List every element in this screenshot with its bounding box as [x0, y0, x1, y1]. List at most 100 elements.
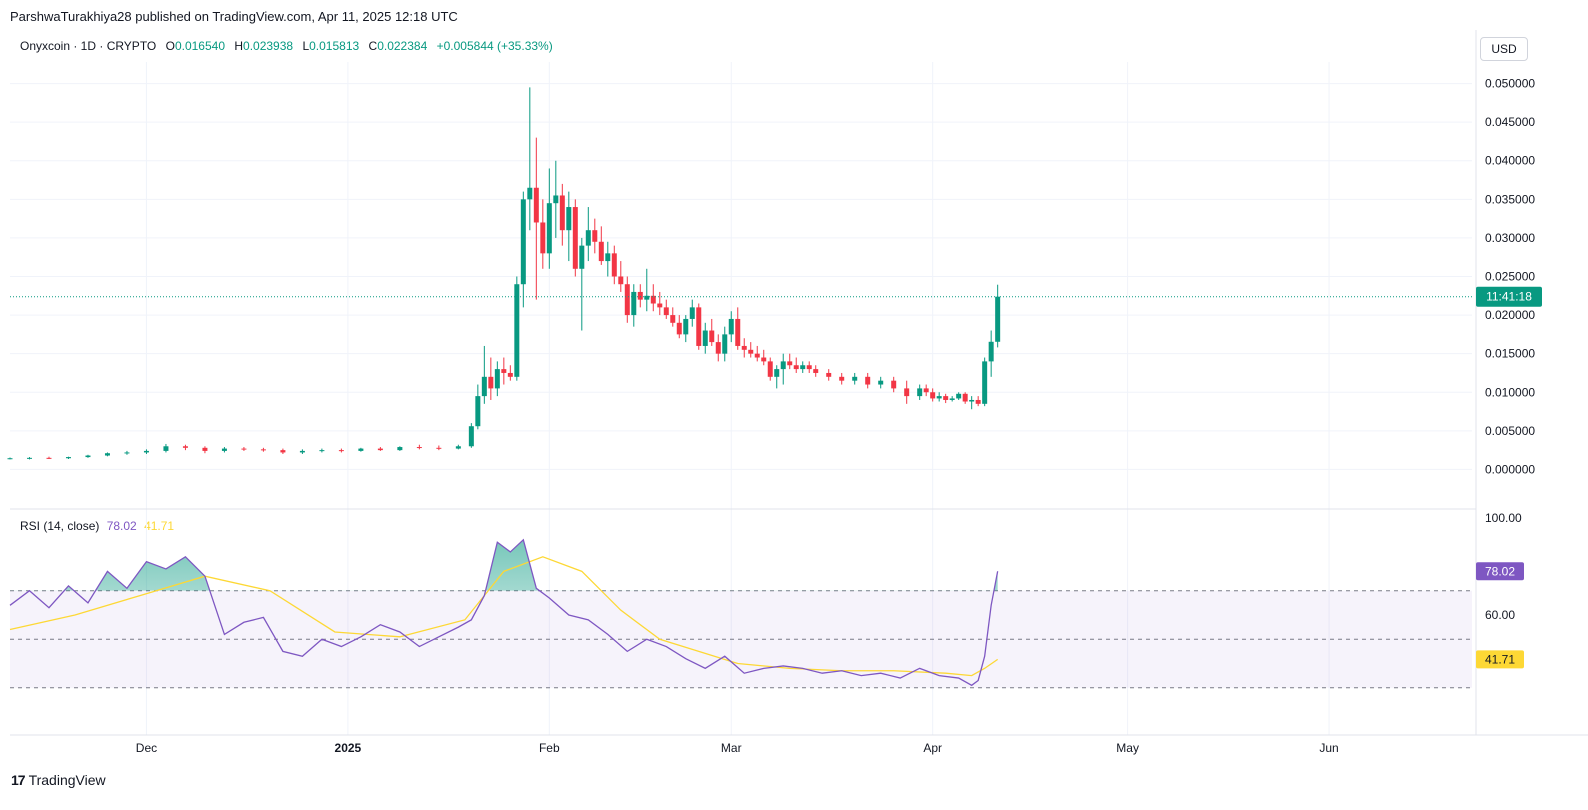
candle-body — [735, 318, 741, 346]
candle-body — [839, 376, 845, 381]
candle-body — [585, 230, 591, 246]
time-tick-label: Mar — [721, 741, 742, 755]
rsi-overbought-fill — [10, 539, 998, 591]
candle-body — [631, 291, 637, 316]
candle-body — [546, 203, 552, 254]
candle-body — [299, 450, 305, 453]
candle-body — [982, 361, 988, 404]
close-label: C — [368, 39, 378, 53]
rsi-label[interactable]: RSI (14, close) — [20, 519, 100, 533]
rsi-ma-value: 41.71 — [144, 519, 175, 533]
tradingview-brand[interactable]: 17 TradingView — [11, 772, 106, 788]
time-tick-label: Dec — [136, 741, 157, 755]
candle-body — [774, 369, 780, 377]
rsi-ma-badge-text: 41.71 — [1485, 652, 1515, 666]
candle-body — [241, 448, 247, 450]
candle-body — [7, 458, 13, 460]
price-tick-label: 0.005000 — [1485, 424, 1535, 438]
candle-body — [65, 457, 71, 459]
symbol-name[interactable]: Onyxcoin · 1D · CRYPTO — [20, 39, 157, 53]
candle-body — [761, 357, 767, 362]
candle-body — [956, 393, 962, 399]
candle-body — [221, 448, 227, 451]
high-value: 0.023938 — [243, 39, 294, 53]
price-tick-label: 0.010000 — [1485, 385, 1535, 399]
rsi-ma-badge — [1476, 650, 1524, 669]
candle-body — [702, 330, 708, 346]
candle-body — [501, 369, 507, 373]
symbol-legend: Onyxcoin · 1D · CRYPTO O0.016540 H0.0239… — [20, 39, 553, 53]
candle-body — [670, 315, 676, 323]
published-line: ParshwaTurakhiya28 published on TradingV… — [10, 9, 458, 24]
candle-body — [754, 353, 760, 358]
candle-body — [793, 365, 799, 370]
rsi-legend: RSI (14, close) 78.02 41.71 — [20, 519, 174, 533]
candle-body — [826, 372, 832, 377]
candle-body — [657, 303, 663, 308]
candle-body — [488, 376, 494, 389]
candle-body — [605, 253, 611, 262]
candle-body — [611, 253, 617, 277]
candle-body — [923, 388, 929, 393]
candle-body — [696, 307, 702, 346]
candle-body — [481, 376, 487, 397]
rsi-value-badge-text: 78.02 — [1485, 564, 1515, 578]
candle-body — [676, 322, 682, 335]
candle-body — [878, 380, 884, 385]
open-value: 0.016540 — [174, 39, 226, 53]
tradingview-wordmark: TradingView — [28, 772, 106, 788]
candle-body — [722, 334, 728, 354]
candle-body — [663, 307, 669, 316]
candle-body — [943, 396, 949, 400]
candle-body — [618, 276, 624, 285]
rsi-line — [9, 538, 999, 687]
candle-body — [397, 447, 403, 451]
candle-body — [624, 284, 630, 316]
candle-body — [553, 195, 559, 204]
candle-body — [598, 241, 604, 262]
rsi-tick-label: 60.00 — [1485, 608, 1515, 622]
price-tick-label: 0.030000 — [1485, 231, 1535, 245]
candle-body — [995, 296, 1001, 342]
candle-body — [689, 307, 695, 319]
candle-body — [436, 447, 442, 449]
candle-body — [26, 457, 32, 459]
candle-body — [865, 376, 871, 385]
rsi-value-badge — [1476, 562, 1524, 581]
candle-body — [540, 222, 546, 254]
candle-body — [683, 318, 689, 335]
candle-body — [644, 295, 650, 300]
low-label: L — [302, 39, 310, 53]
rsi-value: 78.02 — [106, 519, 137, 533]
candle-body — [988, 341, 994, 362]
price-tick-label: 0.000000 — [1485, 462, 1535, 476]
current-price-badge — [1476, 286, 1542, 307]
candle-body — [507, 372, 513, 377]
candle-body — [143, 450, 149, 453]
high-label: H — [234, 39, 244, 53]
candle-body — [579, 245, 585, 269]
candle-body — [104, 453, 110, 456]
time-tick-label: Feb — [539, 741, 560, 755]
time-tick-label: Jun — [1319, 741, 1338, 755]
currency-button[interactable]: USD — [1480, 37, 1528, 61]
candle-body — [416, 447, 422, 449]
price-tick-label: 0.015000 — [1485, 347, 1535, 361]
time-tick-label: 2025 — [335, 741, 362, 755]
candle-body — [202, 447, 208, 451]
candle-body — [709, 330, 715, 343]
rsi-tick-label: 100.00 — [1485, 511, 1522, 525]
candle-body — [377, 448, 383, 451]
candle-body — [338, 450, 344, 452]
current-price-badge-text: 11:41:18 — [1486, 290, 1532, 304]
candle-body — [748, 349, 754, 354]
candle-body — [891, 380, 897, 389]
candle-body — [475, 396, 481, 427]
candle-body — [163, 446, 169, 451]
candle-body — [319, 450, 325, 452]
candle-body — [572, 207, 578, 269]
candle-body — [741, 345, 747, 350]
close-value: 0.022384 — [377, 39, 428, 53]
price-tick-label: 0.045000 — [1485, 115, 1535, 129]
